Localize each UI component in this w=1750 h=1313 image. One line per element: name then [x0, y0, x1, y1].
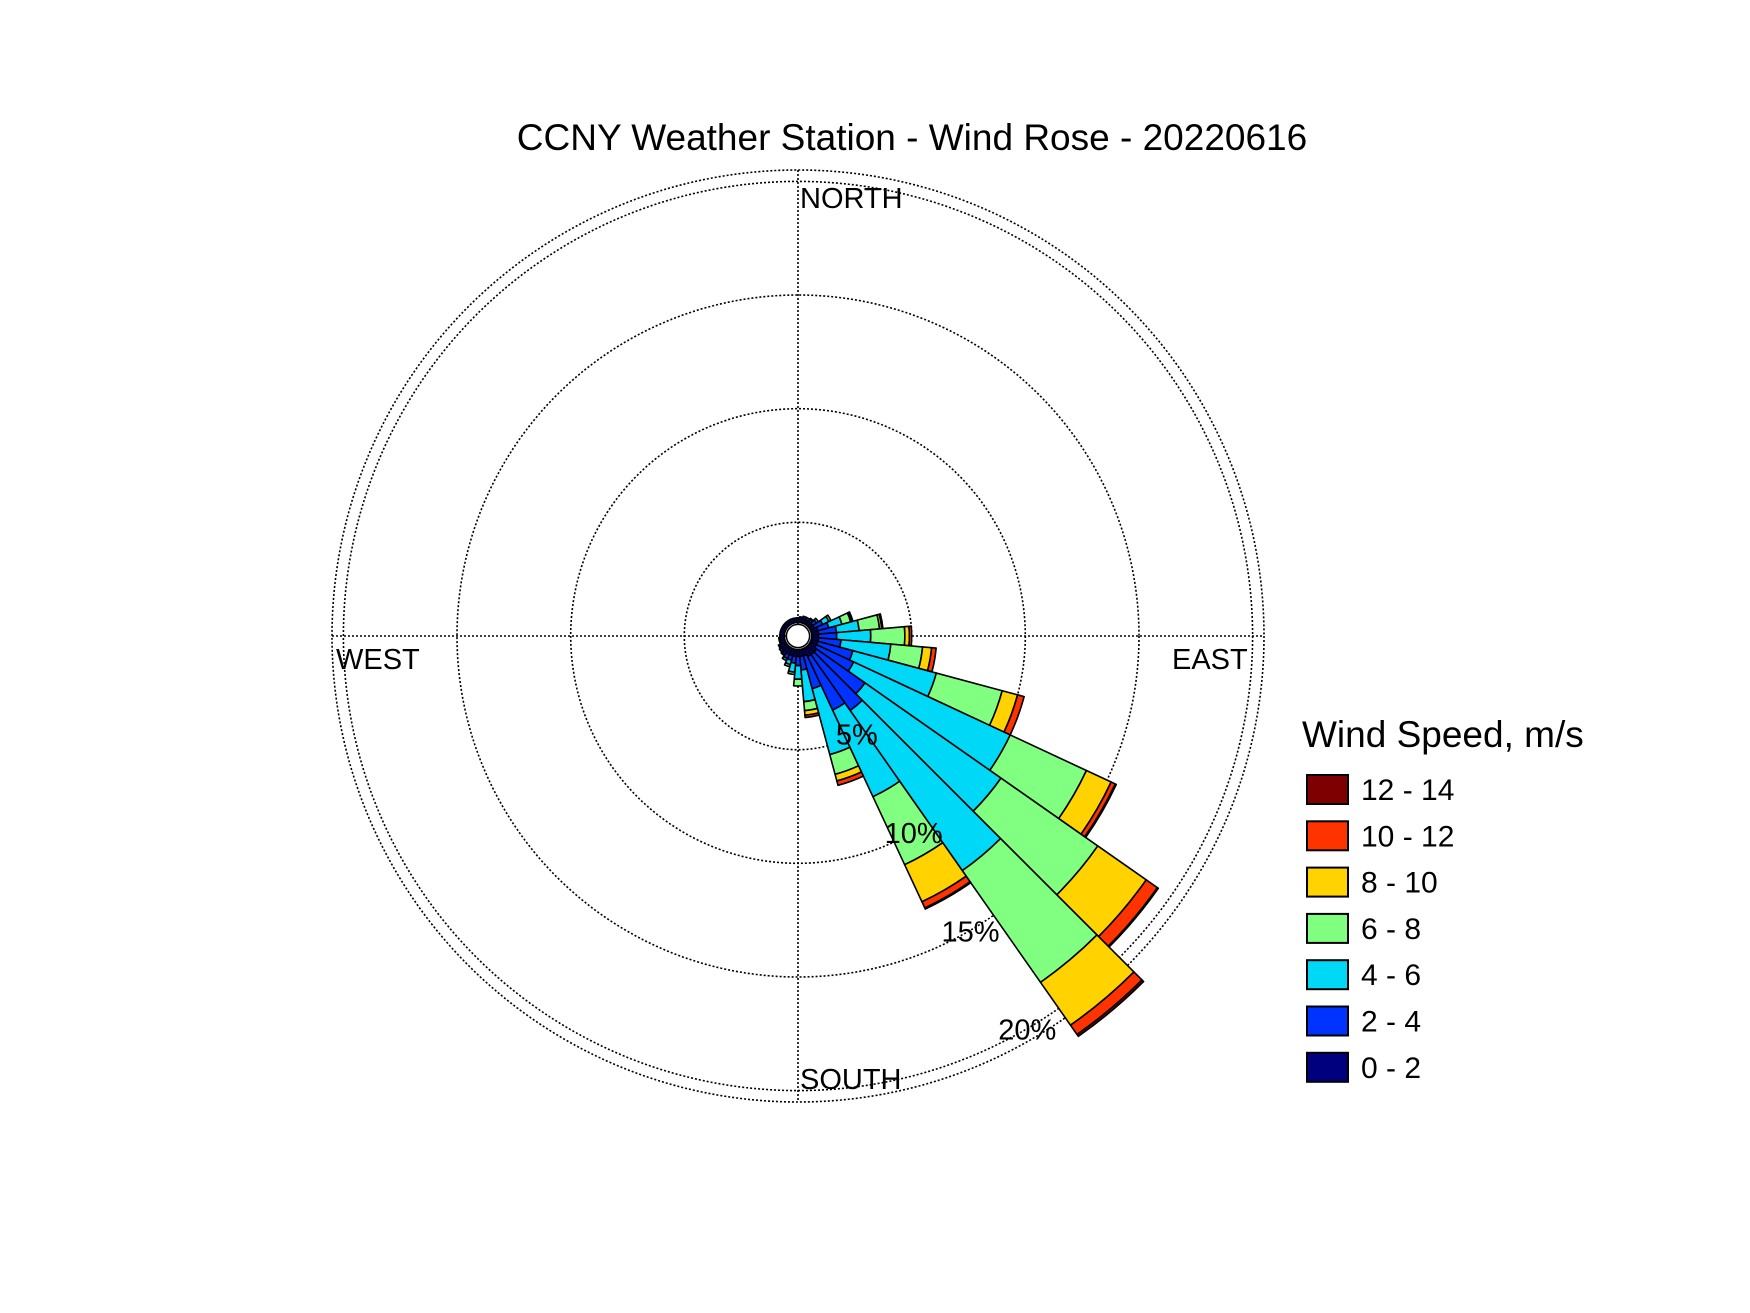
direction-label-south: SOUTH — [800, 1064, 902, 1096]
sector-segment-260-bin-1 — [777, 636, 782, 642]
legend: Wind Speed, m/s 12 - 14 10 - 12 8 - 10 6 - … — [1302, 714, 1584, 1085]
legend-swatch-4 — [1306, 959, 1349, 991]
legend-swatch-5 — [1306, 1005, 1349, 1037]
sector-segment-210-bin-2 — [781, 655, 789, 662]
legend-swatch-6 — [1306, 1051, 1349, 1083]
sector-segment-190-bin-3 — [787, 670, 796, 676]
legend-label-3: 6 - 8 — [1361, 913, 1421, 946]
sector-segment-140-bin-6 — [1076, 979, 1145, 1038]
ring-label-20: 20% — [998, 1015, 1056, 1047]
direction-label-east: EAST — [1172, 644, 1248, 676]
sector-segment-160-bin-5 — [836, 771, 865, 787]
direction-label-north: NORTH — [800, 183, 903, 215]
grid-ring — [456, 294, 1140, 978]
ring-label-5: 5% — [836, 719, 878, 751]
direction-label-west: WEST — [336, 644, 420, 676]
ring-labels: 5% 10% 15% 20% — [836, 719, 1056, 1046]
ring-label-10: 10% — [885, 818, 943, 850]
center-hub — [785, 623, 811, 649]
legend-label-2: 8 - 10 — [1361, 867, 1438, 900]
sector-segment-170-bin-5 — [804, 712, 820, 719]
sector-segment-150-bin-6 — [924, 880, 972, 910]
legend-label-1: 10 - 12 — [1361, 820, 1454, 853]
legend-label-6: 0 - 2 — [1361, 1052, 1421, 1085]
legend-label-4: 4 - 6 — [1361, 959, 1421, 992]
sector-segment-240-bin-1 — [777, 643, 783, 650]
sector-segment-220-bin-2 — [780, 651, 786, 657]
sector-segment-90-bin-5 — [908, 625, 913, 647]
chart-title: CCNY Weather Station - Wind Rose - 20220… — [517, 117, 1307, 158]
sector-segment-70-bin-5 — [847, 611, 854, 623]
legend-title: Wind Speed, m/s — [1302, 714, 1584, 755]
grid-ring-outer — [331, 169, 1265, 1103]
ring-label-15: 15% — [941, 916, 999, 948]
legend-swatch-0 — [1306, 774, 1349, 805]
sector-segment-180-bin-3 — [792, 678, 804, 687]
legend-label-5: 2 - 4 — [1361, 1006, 1421, 1039]
sector-segment-200-bin-3 — [783, 661, 792, 668]
wind-sectors — [777, 611, 1160, 1038]
legend-swatch-3 — [1306, 912, 1349, 944]
legend-swatch-2 — [1306, 866, 1349, 898]
legend-swatch-1 — [1306, 820, 1349, 852]
sector-segment-80-bin-3 — [856, 614, 881, 632]
legend-label-0: 12 - 14 — [1361, 774, 1454, 807]
